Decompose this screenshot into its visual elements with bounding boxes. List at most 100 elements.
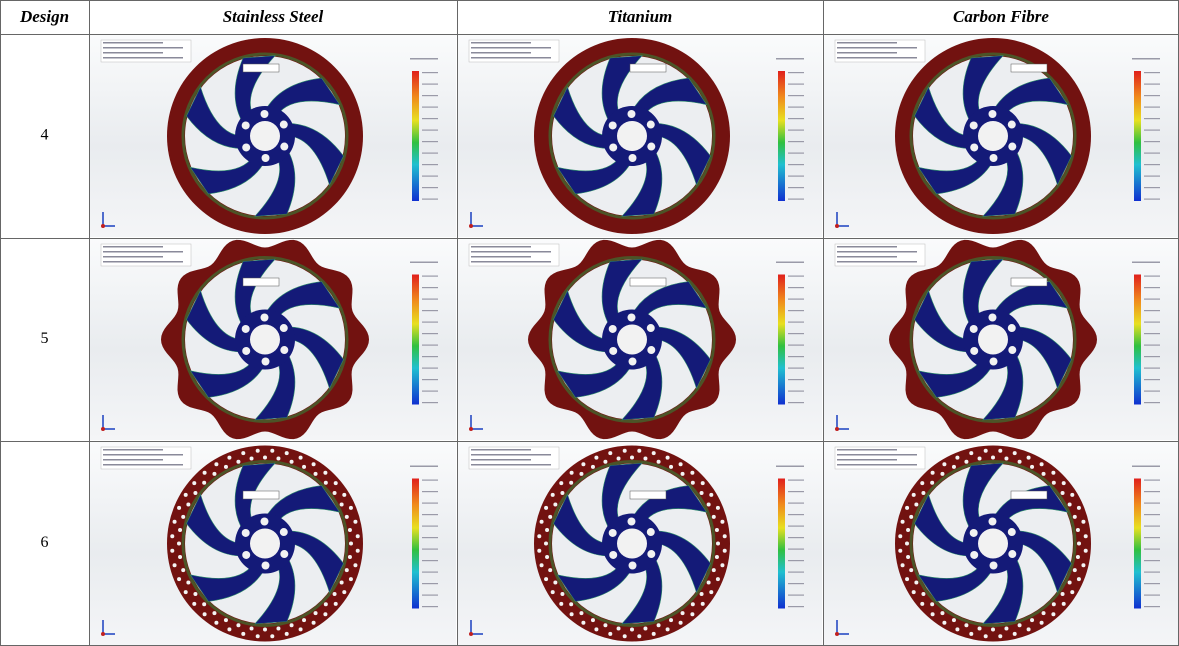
info-line xyxy=(103,454,183,456)
color-bar-tick xyxy=(422,83,438,85)
color-bar-tick xyxy=(422,537,438,539)
vent-hole xyxy=(349,541,353,546)
bolt-hole xyxy=(647,550,656,559)
vent-hole xyxy=(1039,620,1044,625)
info-line xyxy=(471,459,531,461)
color-bar-tick xyxy=(788,187,804,189)
vent-hole xyxy=(193,490,198,495)
info-line xyxy=(471,464,551,466)
vent-hole xyxy=(579,471,584,476)
bolt-hole xyxy=(279,528,288,537)
axis-origin xyxy=(835,224,839,228)
vent-hole xyxy=(569,470,574,475)
vent-hole xyxy=(921,592,926,597)
vent-hole xyxy=(1041,471,1046,476)
vent-hole xyxy=(711,568,716,573)
color-bar-tick xyxy=(788,548,804,550)
vent-hole xyxy=(1012,631,1017,636)
bolt-hole xyxy=(261,561,270,570)
vent-hole xyxy=(347,528,352,533)
color-bar-tick xyxy=(422,367,438,369)
info-line xyxy=(837,57,917,59)
info-box xyxy=(834,39,926,63)
info-line xyxy=(837,52,897,54)
vent-hole xyxy=(339,580,344,585)
color-bar-tick xyxy=(788,402,804,404)
color-bar-tick xyxy=(422,514,438,516)
vent-hole xyxy=(911,492,916,497)
color-bar-tick xyxy=(1144,152,1160,154)
info-line xyxy=(837,449,897,451)
vent-hole xyxy=(651,451,656,456)
color-bar-tick xyxy=(422,198,438,200)
vent-hole xyxy=(545,554,550,559)
rotor-spoke xyxy=(1013,326,1072,390)
info-box xyxy=(834,243,926,267)
vent-hole xyxy=(669,618,674,623)
vent-hole xyxy=(183,590,188,595)
color-bar-title xyxy=(1132,58,1160,60)
bolt-hole xyxy=(241,121,250,130)
rotor-spoke xyxy=(254,554,296,625)
bolt-hole xyxy=(988,517,997,526)
color-bar xyxy=(1134,71,1141,201)
vent-hole xyxy=(323,480,328,485)
vent-hole xyxy=(969,451,974,456)
vent-hole xyxy=(940,471,945,476)
vent-hole xyxy=(569,602,574,607)
vent-hole xyxy=(284,631,289,636)
vent-hole xyxy=(181,568,186,573)
color-bar-tick xyxy=(422,106,438,108)
rotor-spoke xyxy=(630,485,708,524)
color-bar-title xyxy=(410,58,438,60)
vent-hole xyxy=(1060,592,1065,597)
vent-hole xyxy=(548,568,553,573)
bolt-hole xyxy=(970,143,979,152)
rotor-bore xyxy=(617,121,647,151)
rotor-spoke xyxy=(652,123,711,186)
vent-hole xyxy=(955,455,960,460)
rotor-spoke xyxy=(1013,530,1072,594)
color-bar-tick xyxy=(422,479,438,481)
color-bar-tick xyxy=(1144,164,1160,166)
vent-hole xyxy=(930,470,935,475)
color-bar-title xyxy=(776,465,804,467)
info-line xyxy=(103,42,163,44)
rotor-ring-edge xyxy=(181,256,349,423)
vent-hole xyxy=(1017,459,1022,464)
color-bar-tick xyxy=(788,560,804,562)
vent-hole xyxy=(714,554,719,559)
vent-hole xyxy=(977,456,982,461)
vent-hole xyxy=(355,548,360,553)
vent-hole xyxy=(1051,480,1056,485)
info-line xyxy=(103,449,163,451)
rotor-spoke xyxy=(914,289,973,353)
vent-hole xyxy=(1067,502,1072,507)
vent-hole xyxy=(969,631,974,636)
color-bar-tick xyxy=(1144,175,1160,177)
vent-hole xyxy=(192,601,197,606)
bolt-hole xyxy=(241,324,250,333)
max-label xyxy=(1010,277,1048,287)
color-bar-tick xyxy=(788,379,804,381)
vent-hole xyxy=(920,481,925,486)
vent-hole xyxy=(603,459,608,464)
vent-hole xyxy=(302,464,307,469)
color-bar-tick xyxy=(788,344,804,346)
color-bar-tick xyxy=(1144,379,1160,381)
vent-hole xyxy=(559,481,564,486)
vent-hole xyxy=(651,631,656,636)
vent-hole xyxy=(553,580,558,585)
vent-hole xyxy=(227,627,232,632)
vent-hole xyxy=(177,577,182,582)
axis-origin xyxy=(835,427,839,431)
color-bar-tick xyxy=(1144,560,1160,562)
bolt-hole xyxy=(989,561,998,570)
rotor-spoke xyxy=(189,563,267,602)
vent-hole xyxy=(942,620,947,625)
vent-hole xyxy=(1051,612,1056,617)
vent-hole xyxy=(1026,455,1031,460)
color-bar-tick xyxy=(422,560,438,562)
vent-hole xyxy=(236,459,241,464)
vent-hole xyxy=(706,580,711,585)
